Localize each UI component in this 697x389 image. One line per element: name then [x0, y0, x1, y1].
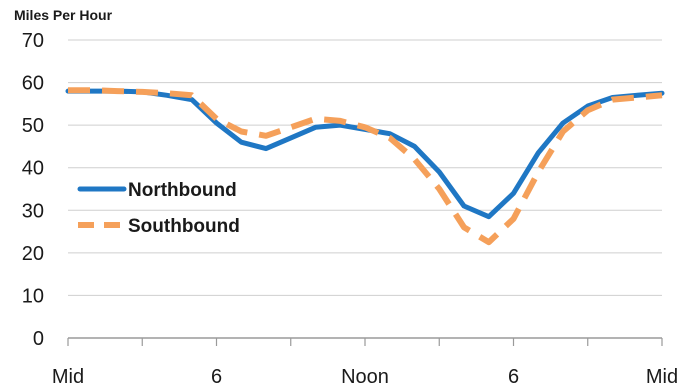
y-tick-label-30: 30: [22, 200, 44, 222]
grid-layer: [68, 39, 662, 296]
legend: Northbound Southbound: [77, 180, 240, 237]
x-tick-label-0: Mid: [52, 366, 84, 388]
y-tick-label-0: 0: [33, 328, 44, 350]
x-tick-label-1: 6: [211, 366, 222, 388]
y-tick-label-20: 20: [22, 243, 44, 265]
legend-label-northbound: Northbound: [128, 180, 237, 201]
y-tick-label-50: 50: [22, 115, 44, 137]
axis-layer: 0 10 20 30 40 50 60 70 Mid 6 Noon 6 Mid: [22, 30, 678, 388]
legend-label-southbound: Southbound: [128, 216, 240, 237]
y-axis-unit-label: Miles Per Hour: [14, 7, 113, 23]
y-tick-label-40: 40: [22, 158, 44, 180]
y-tick-label-10: 10: [22, 285, 44, 307]
series-layer: [65, 87, 665, 246]
x-tick-label-2: Noon: [341, 366, 389, 388]
y-tick-label-60: 60: [22, 73, 44, 95]
label-layer: Miles Per Hour: [14, 7, 113, 23]
x-tick-label-3: 6: [508, 366, 519, 388]
series-line-southbound: [68, 87, 663, 246]
x-tick-label-4: Mid: [646, 366, 678, 388]
y-tick-label-70: 70: [22, 30, 44, 52]
